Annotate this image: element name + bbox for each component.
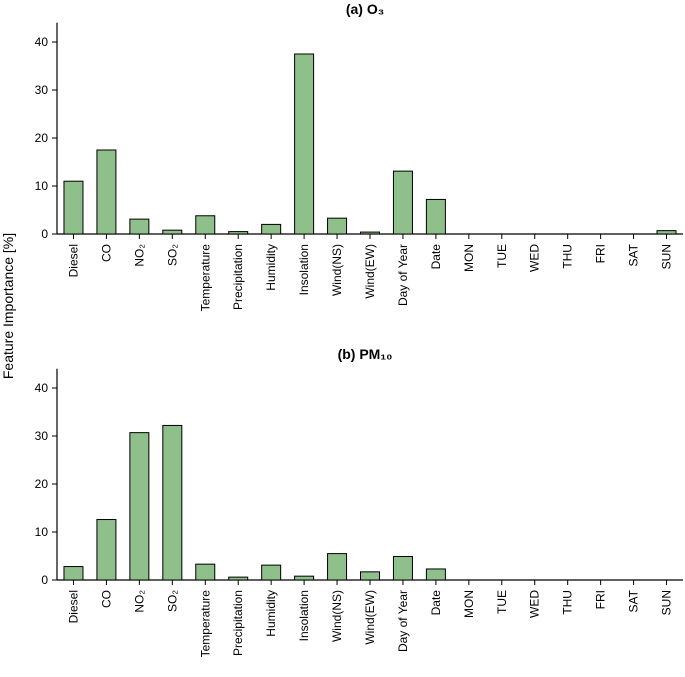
panel-b: (b) PM₁₀ 0 10 20 30 40 Diesel CO NO₂ SO₂ Temperatu… bbox=[35, 346, 683, 657]
x-tick-label: Humidity bbox=[264, 590, 278, 637]
bar-a-10 bbox=[392, 170, 413, 235]
x-tick-label: MON bbox=[462, 590, 476, 618]
bar-a-3 bbox=[162, 229, 183, 235]
x-tick-label: Wind(EW) bbox=[363, 244, 377, 299]
x-tick-label: Insolation bbox=[297, 590, 311, 641]
panel-b-title: (b) PM₁₀ bbox=[338, 346, 393, 362]
x-tick-label: TUE bbox=[495, 244, 509, 268]
y-tick-label: 10 bbox=[35, 179, 49, 193]
bar-b-2 bbox=[129, 432, 150, 581]
x-tick-label: Wind(EW) bbox=[363, 590, 377, 645]
bar-b-5 bbox=[228, 576, 249, 581]
x-tick-label: SUN bbox=[660, 590, 674, 615]
x-tick-label: Diesel bbox=[66, 244, 80, 277]
x-tick-label: FRI bbox=[594, 244, 608, 263]
bar-b-7 bbox=[294, 575, 315, 581]
x-tick-label: WED bbox=[528, 590, 542, 618]
x-tick-label: SO₂ bbox=[165, 590, 179, 612]
panel-a: (a) O₃ 0 10 20 30 40 Diesel CO NO₂ SO₂ Temperature… bbox=[35, 1, 683, 311]
x-tick-label: Wind(NS) bbox=[330, 244, 344, 296]
x-tick-label: THU bbox=[561, 590, 575, 615]
x-tick-label: Temperature bbox=[198, 244, 212, 312]
bar-a-4 bbox=[195, 215, 216, 235]
x-tick-label: SAT bbox=[627, 589, 641, 612]
bar-b-6 bbox=[261, 564, 282, 581]
x-tick-label: MON bbox=[462, 244, 476, 272]
bar-b-8 bbox=[327, 553, 348, 581]
bar-a-11 bbox=[425, 198, 446, 235]
x-tick-label: Precipitation bbox=[231, 590, 245, 656]
bar-a-5 bbox=[228, 231, 249, 235]
x-tick-label: Wind(NS) bbox=[330, 590, 344, 642]
x-tick-label: SO₂ bbox=[165, 244, 179, 266]
x-tick-label: NO₂ bbox=[132, 244, 146, 267]
x-tick-label: Precipitation bbox=[231, 244, 245, 310]
bar-a-7 bbox=[294, 53, 315, 235]
bar-b-0 bbox=[63, 566, 84, 581]
panel-a-title: (a) O₃ bbox=[346, 1, 384, 17]
y-tick-label: 0 bbox=[41, 227, 48, 241]
y-tick-label: 30 bbox=[35, 429, 49, 443]
x-tick-label: TUE bbox=[495, 590, 509, 614]
x-tick-label: CO bbox=[99, 244, 113, 262]
x-tick-label: Date bbox=[429, 590, 443, 616]
bar-b-10 bbox=[392, 555, 413, 581]
bar-a-2 bbox=[129, 218, 150, 235]
x-tick-label: Day of Year bbox=[396, 244, 410, 306]
y-tick-label: 20 bbox=[35, 477, 49, 491]
bar-a-1 bbox=[96, 149, 117, 235]
bar-a-9 bbox=[360, 231, 380, 235]
x-tick-label: SAT bbox=[627, 243, 641, 266]
x-tick-label: WED bbox=[528, 244, 542, 272]
y-tick-label: 0 bbox=[41, 573, 48, 587]
x-tick-label: FRI bbox=[594, 590, 608, 609]
bar-b-4 bbox=[195, 563, 216, 581]
bar-a-8 bbox=[327, 217, 348, 235]
x-tick-label: Humidity bbox=[264, 244, 278, 291]
x-tick-label: Temperature bbox=[198, 590, 212, 658]
y-tick-label: 40 bbox=[35, 381, 49, 395]
bar-b-3 bbox=[162, 424, 183, 581]
y-tick-label: 20 bbox=[35, 131, 49, 145]
bar-b-11 bbox=[425, 568, 446, 581]
bar-a-18 bbox=[656, 230, 677, 235]
bar-a-0 bbox=[63, 180, 84, 235]
y-axis-label: Feature Importance [%] bbox=[0, 233, 16, 379]
x-tick-label: Diesel bbox=[66, 590, 80, 623]
x-tick-label: Insolation bbox=[297, 244, 311, 295]
x-tick-label: CO bbox=[99, 590, 113, 608]
y-tick-label: 40 bbox=[35, 35, 49, 49]
x-tick-label: SUN bbox=[660, 244, 674, 269]
x-tick-label: NO₂ bbox=[132, 590, 146, 613]
y-tick-label: 10 bbox=[35, 525, 49, 539]
bar-b-1 bbox=[96, 519, 117, 581]
x-tick-label: THU bbox=[561, 244, 575, 269]
bar-b-9 bbox=[360, 571, 380, 581]
x-tick-label: Day of Year bbox=[396, 590, 410, 652]
y-tick-label: 30 bbox=[35, 83, 49, 97]
bar-a-6 bbox=[261, 223, 282, 235]
x-tick-label: Date bbox=[429, 244, 443, 270]
